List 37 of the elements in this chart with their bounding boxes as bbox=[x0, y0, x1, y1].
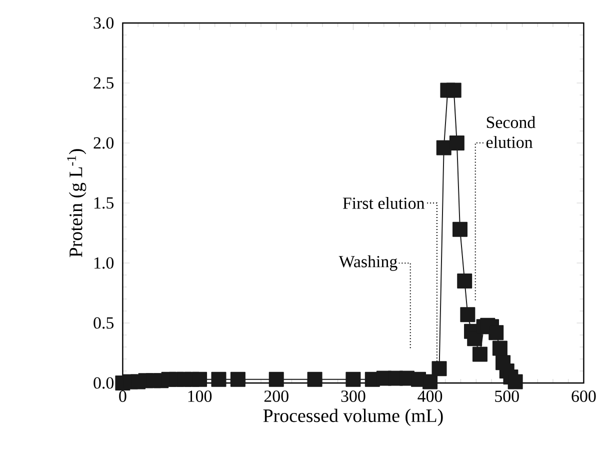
annotation: First elution bbox=[342, 197, 425, 209]
y-tick-label: 1.0 bbox=[94, 257, 114, 269]
x-tick-label: 500 bbox=[495, 390, 519, 402]
y-axis-title: Protein (g L$^{-1}$) bbox=[67, 149, 86, 258]
y-tick-label: 0.0 bbox=[94, 377, 114, 389]
y-tick-label: 1.5 bbox=[94, 197, 114, 209]
x-tick-label: 400 bbox=[418, 390, 442, 402]
x-tick-label: 300 bbox=[341, 390, 366, 402]
point bbox=[268, 372, 284, 387]
point bbox=[508, 374, 523, 390]
x-tick-label: 600 bbox=[572, 390, 596, 402]
point bbox=[446, 82, 462, 98]
annotation: Washing bbox=[338, 255, 398, 271]
point bbox=[472, 346, 488, 362]
x-tick-label: 0 bbox=[119, 390, 126, 402]
point bbox=[346, 372, 361, 387]
point bbox=[457, 274, 472, 288]
point bbox=[230, 372, 246, 387]
point bbox=[432, 361, 447, 376]
point bbox=[492, 340, 508, 356]
y-tick-label: 0.5 bbox=[94, 317, 114, 329]
x-axis-title: Processed volume (mL) bbox=[263, 408, 443, 426]
annotation: Second elution bbox=[486, 116, 536, 148]
point bbox=[307, 372, 322, 387]
x-tick-label: 100 bbox=[188, 390, 212, 402]
point bbox=[436, 140, 452, 156]
point bbox=[192, 372, 208, 387]
y-tick-label: 2.5 bbox=[94, 77, 114, 89]
y-tick-label: 3.0 bbox=[94, 17, 114, 29]
point bbox=[449, 136, 464, 150]
y-tick-label: 2.0 bbox=[94, 137, 114, 149]
point bbox=[211, 372, 226, 387]
point bbox=[460, 307, 476, 322]
point bbox=[488, 325, 504, 340]
x-tick-label: 200 bbox=[264, 390, 288, 402]
point bbox=[452, 222, 468, 237]
point bbox=[422, 374, 438, 390]
